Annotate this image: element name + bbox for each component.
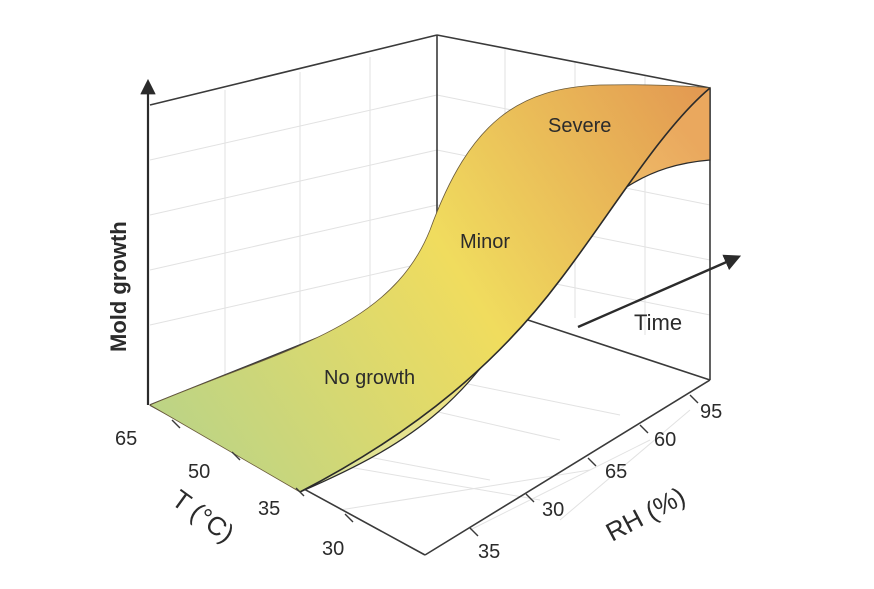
back-wall-grid — [149, 57, 438, 385]
humidity-tick-label: 65 — [605, 461, 627, 483]
humidity-tick-label: 30 — [542, 499, 564, 521]
region-label-severe: Severe — [548, 115, 611, 137]
growth-surface — [149, 84, 711, 493]
temperature-tick-label: 30 — [322, 538, 344, 560]
humidity-tick-label: 35 — [478, 541, 500, 563]
time-arrow — [577, 254, 742, 329]
z-axis-title: Mold growth — [106, 221, 131, 352]
region-label-no-growth: No growth — [324, 367, 415, 389]
time-label: Time — [634, 310, 682, 335]
temperature-tick-label: 35 — [258, 498, 280, 520]
humidity-axis-title: RH (%) — [601, 481, 690, 547]
humidity-tick-marks — [469, 394, 699, 537]
temperature-tick-label: 65 — [115, 428, 137, 450]
surface-ridge-line — [299, 87, 711, 493]
temperature-axis-title: T (°C) — [166, 484, 240, 549]
temperature-tick-label: 50 — [188, 461, 210, 483]
temperature-tick-marks — [171, 419, 354, 523]
region-label-minor: Minor — [460, 231, 510, 253]
humidity-tick-label: 60 — [654, 429, 676, 451]
humidity-tick-label: 95 — [700, 401, 722, 423]
